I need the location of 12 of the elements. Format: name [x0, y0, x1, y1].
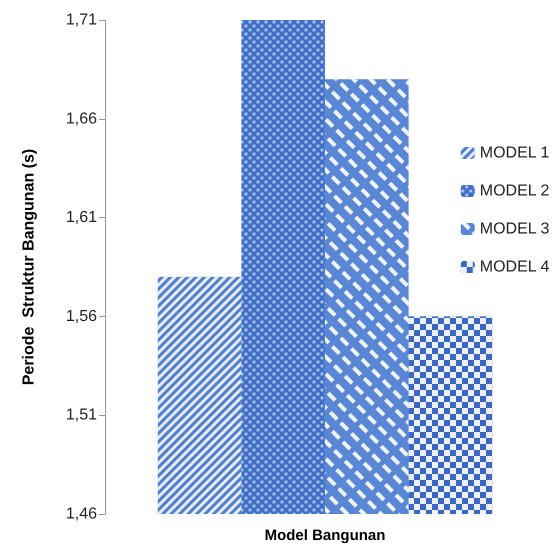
y-tick-label: 1,46: [66, 506, 98, 522]
y-tick-label: 1,66: [66, 110, 98, 128]
y-tick-label: 1,61: [66, 209, 98, 226]
legend-label: MODEL 2: [480, 182, 550, 200]
legend-label: MODEL 1: [480, 144, 550, 162]
y-tick-label: 1,51: [66, 406, 98, 424]
legend-label: MODEL 4: [480, 258, 550, 276]
y-tick-label: 1,71: [66, 12, 98, 28]
legend-label: MODEL 3: [480, 220, 550, 238]
y-axis-title: Periode Struktur Bangunan (s): [20, 148, 38, 386]
x-axis-title: Model Bangunan: [264, 527, 386, 544]
y-tick-label: 1,56: [66, 308, 98, 325]
